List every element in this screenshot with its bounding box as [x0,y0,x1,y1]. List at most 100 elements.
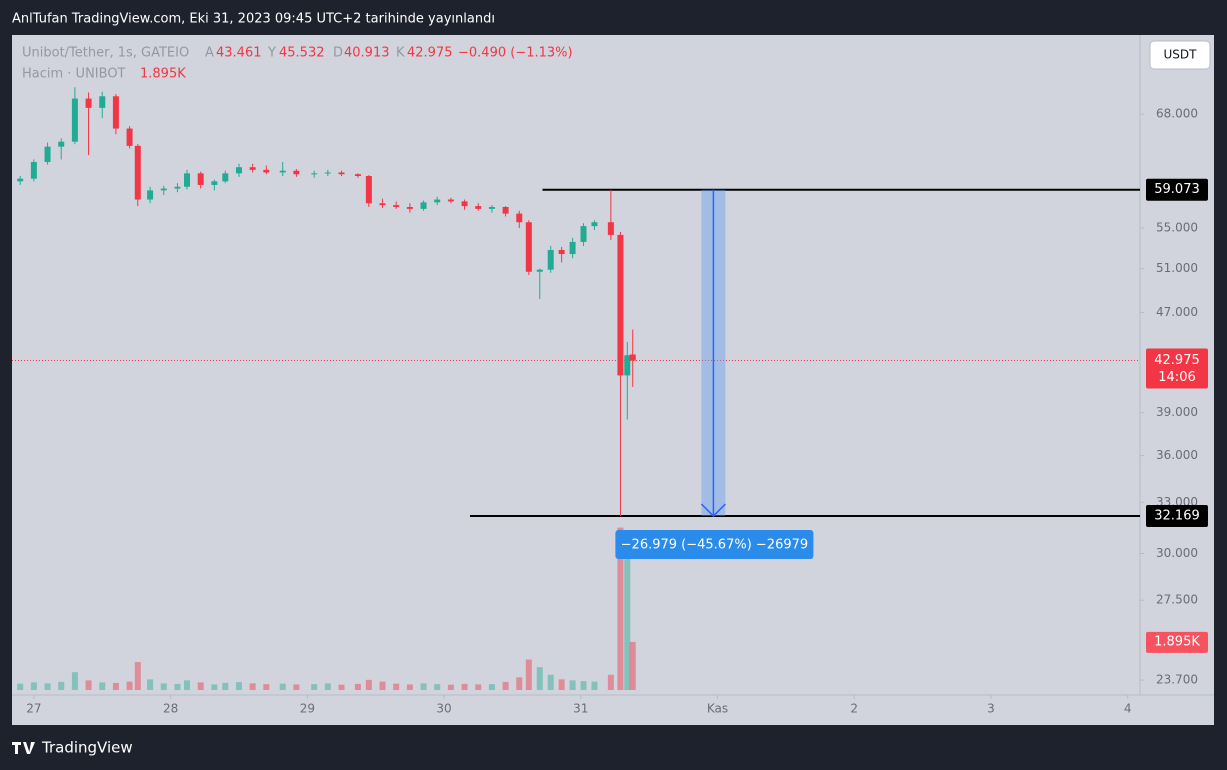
y-tick-label: 55.000 [1156,221,1198,235]
x-tick-label: 2 [850,702,858,716]
ohlc-key: K [396,46,405,61]
volume-bar [211,684,218,690]
volume-bar [112,682,119,690]
candle-body [279,170,286,173]
candle-body [174,186,181,189]
currency-label: USDT [1164,48,1198,62]
brand-logo [12,742,35,754]
volume-bar [393,683,400,690]
y-tick-label: 39.000 [1156,405,1198,419]
measure-label: −26.979 (−45.67%) −26979 [621,538,809,553]
volume-bar [569,680,576,690]
symbol-title: Unibot/Tether, 1s, GATEIO [22,46,189,61]
volume-bar [293,684,300,690]
volume-bar [126,681,133,690]
candle-body [235,167,242,174]
volume-bar [580,681,587,690]
volume-bar [502,681,509,690]
volume-bar [624,535,631,690]
measure-arrow-head [700,503,726,518]
candle-body [58,141,65,147]
volume-bar [324,683,331,690]
candle-body [249,167,256,170]
ohlc-value: 42.975 [407,46,453,61]
candle-body [629,354,636,361]
last-price-label: 42.975 [1154,353,1200,368]
candle-body [525,222,532,272]
price-label-box [1146,505,1208,528]
candle-body [607,222,614,235]
publisher: AnlTufan TradingView.com, Eki 31, 2023 0… [12,12,495,27]
currency-button[interactable] [1149,40,1211,70]
x-tick-label: 29 [300,702,315,716]
x-tick-label: 30 [436,702,451,716]
price-label: 59.073 [1154,182,1200,197]
candle-body [406,207,413,209]
y-tick-label: 23.700 [1156,673,1198,687]
volume-bar [406,684,413,690]
ohlc-key: D [333,46,343,61]
candle-body [263,169,270,173]
volume-bar [338,684,345,690]
candle-body [475,206,482,209]
candle-body [338,172,345,175]
volume-bar [17,683,24,690]
price-label: 32.169 [1154,509,1200,524]
plot: A 43.461 Y 45.532 D 40.913 K 42.975 −0.490 (−1.1… [12,46,1208,716]
candle-body [71,98,78,142]
volume-bar [174,683,181,690]
candle-body [99,96,106,108]
candle-body [147,190,154,200]
volume-bar [420,683,427,690]
volume-bar [629,641,636,690]
ohlc-key: A [205,46,214,61]
volume-bar [235,682,242,690]
chart-area [12,35,1214,725]
candle-body [44,146,51,163]
volume-axis-label: 1.895K [1154,634,1200,649]
candle-body [293,170,300,175]
candle-body [536,269,543,272]
volume-bar [279,683,286,690]
x-tick-label: 3 [987,702,995,716]
countdown: 14:06 [1158,370,1195,385]
candle-body [393,205,400,208]
volume-bar [475,684,482,690]
volume-bar [99,682,106,690]
volume-bar [134,662,141,690]
candle-body [461,201,468,207]
candle-body [617,234,624,376]
ohlc-value: 40.913 [344,46,390,61]
candle-body [624,355,631,376]
volume-bar [160,683,167,690]
candle-body [488,207,495,209]
ohlc-value: 43.461 [216,46,262,61]
candle-body [591,222,598,227]
candle-body [547,249,554,270]
candle-body [17,178,24,182]
y-tick-label: 68.000 [1156,107,1198,121]
volume-bar [547,674,554,690]
volume-bar [30,682,37,690]
volume-bar [434,684,441,690]
volume-bar [147,679,154,690]
candle-body [558,249,565,255]
candle-body [160,188,167,191]
volume-bar [461,683,468,690]
volume-bar [516,677,523,690]
volume-bar [525,659,532,690]
x-tick-label: 28 [163,702,178,716]
last-price-box [1146,348,1208,389]
volume-bar [354,683,361,690]
candle-body [112,96,119,129]
volume-bar [488,684,495,690]
x-tick-label: 4 [1124,702,1132,716]
ohlc-value: 45.532 [279,46,325,61]
candle-body [420,202,427,209]
volume-bar [184,680,191,690]
y-tick-label: 51.000 [1156,261,1198,275]
candle-body [434,199,441,203]
candle-body [354,174,361,177]
volume-bar [365,679,372,690]
